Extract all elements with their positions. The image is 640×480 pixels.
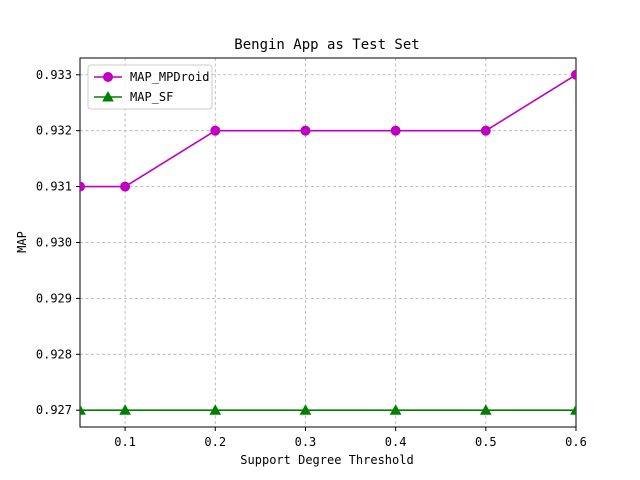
data-point [480,125,491,136]
data-point [570,404,576,415]
legend-label: MAP_SF [130,90,173,104]
data-point [80,404,86,415]
legend-box [87,64,213,110]
data-point [120,181,131,192]
x-tick-label: 0.4 [385,435,407,449]
x-axis-label: Support Degree Threshold [240,453,413,467]
x-tick-label: 0.2 [204,435,226,449]
data-point [479,404,492,415]
y-axis-label: MAP [15,231,29,253]
axes: 0.1 0.2 0.3 0.4 0.5 0.6 0.927 0.928 0.929 0.930 0.… [36,57,587,449]
grid [80,58,577,427]
data-point [210,125,221,136]
y-tick-label: 0.930 [36,236,72,250]
series-MAP_MPDroid [80,69,576,192]
data-point [119,404,131,415]
y-tick-label: 0.933 [36,68,72,82]
data-point [389,404,402,415]
y-tick-label: 0.928 [36,347,72,361]
legend-marker [102,90,114,102]
legend-item: MAP_SF [94,90,173,104]
y-tick-label: 0.929 [36,291,72,305]
y-tick-label: 0.927 [36,403,72,417]
chart-title: Bengin App as Test Set [234,37,419,53]
y-tick-label: 0.931 [36,180,72,194]
data-point [209,404,222,415]
legend-item: MAP_MPDroid [94,70,209,84]
series-MAP_SF [80,404,576,415]
legend: MAP_MPDroid MAP_SF [87,64,213,110]
data-point [80,181,85,192]
data-point [299,404,312,415]
data-point [300,125,311,136]
series-layer [80,69,576,415]
x-tick-label: 0.5 [475,435,497,449]
legend-marker [103,72,113,82]
x-tick-label: 0.1 [114,435,136,449]
x-tick-label: 0.3 [295,435,317,449]
data-point [571,69,576,80]
legend-label: MAP_MPDroid [130,70,209,84]
x-tick-label: 0.6 [565,435,587,449]
y-tick-label: 0.932 [36,124,72,138]
data-point [390,125,401,136]
